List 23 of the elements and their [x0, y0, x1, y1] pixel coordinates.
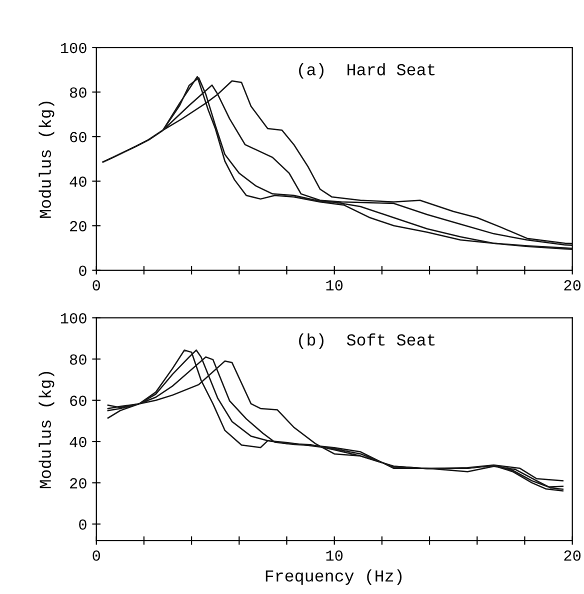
- y-tick-label: 80: [70, 87, 86, 98]
- x-tick-label: 20: [564, 280, 581, 291]
- y-tick-label: 40: [70, 436, 86, 448]
- y-tick-label: 60: [70, 132, 86, 142]
- y-tick-label: 0: [79, 519, 86, 530]
- y-tick-label: 60: [70, 396, 86, 406]
- x-tick-label: 20: [564, 550, 581, 561]
- x-axis-title: Frequency (Hz): [266, 569, 402, 585]
- y-tick-label: 100: [60, 313, 86, 324]
- x-tick-label: 0: [92, 280, 100, 291]
- y-tick-label: 20: [70, 478, 86, 488]
- x-tick-label: 10: [326, 280, 343, 291]
- x-tick-label: 10: [326, 550, 343, 561]
- text: (a) Hard Seat: [299, 63, 435, 79]
- y-axis-title: Modulus (kg): [38, 372, 54, 488]
- text: (b) Soft Seat: [299, 333, 435, 349]
- y-tick-label: 80: [70, 354, 86, 365]
- y-tick-label: 0: [79, 266, 86, 276]
- y-tick-label: 20: [70, 221, 86, 232]
- y-tick-label: 100: [60, 42, 86, 54]
- x-tick-label: 0: [92, 550, 100, 561]
- y-tick-label: 40: [70, 176, 86, 187]
- y-axis-title: Modulus (kg): [38, 102, 54, 218]
